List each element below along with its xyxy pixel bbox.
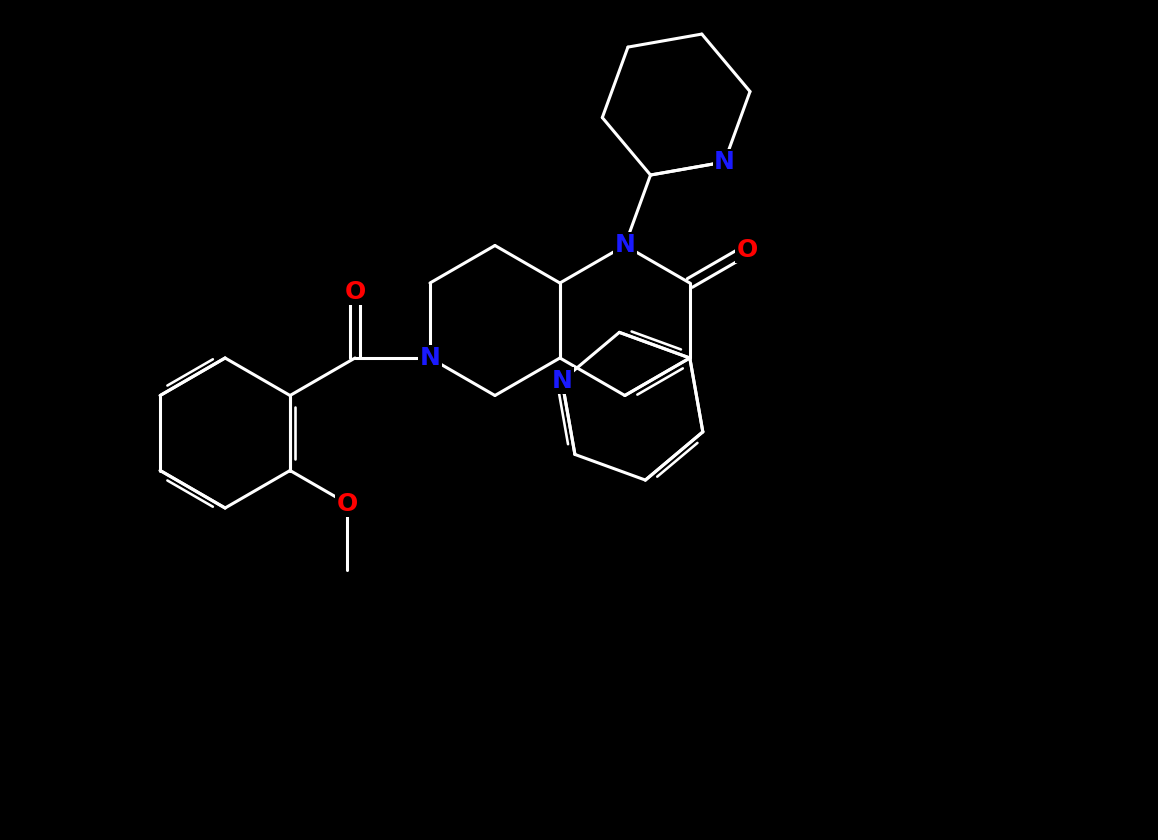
Text: N: N	[615, 234, 636, 258]
Text: O: O	[337, 491, 358, 516]
Text: N: N	[714, 150, 735, 174]
Text: O: O	[344, 280, 366, 304]
Text: N: N	[551, 369, 572, 392]
Text: N: N	[419, 346, 440, 370]
Text: O: O	[736, 238, 757, 262]
